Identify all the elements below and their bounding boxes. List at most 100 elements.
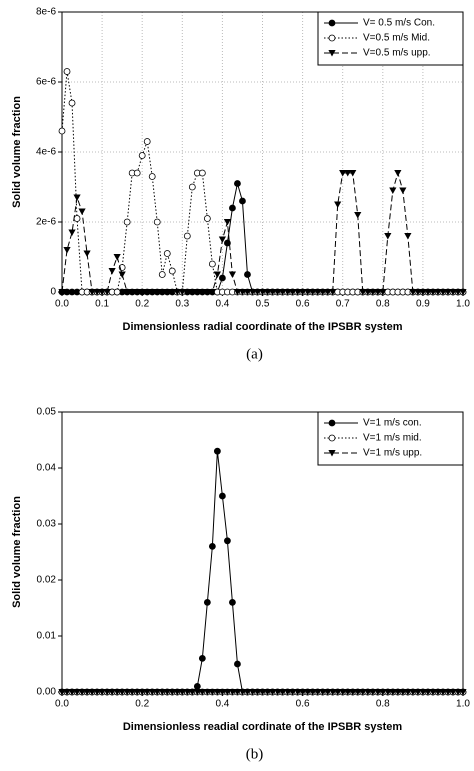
- marker: [268, 689, 277, 696]
- marker: [113, 288, 121, 296]
- marker: [293, 689, 302, 696]
- marker: [324, 289, 332, 296]
- y-tick-label: 0: [50, 287, 56, 298]
- x-tick-label: 0.8: [376, 299, 390, 310]
- marker: [188, 289, 196, 296]
- marker: [359, 689, 367, 696]
- legend-label: V=1 m/s upp.: [363, 448, 422, 459]
- marker: [263, 289, 272, 296]
- marker: [424, 289, 432, 296]
- legend-marker: [328, 19, 336, 27]
- x-tick-label: 1.0: [456, 299, 470, 310]
- marker: [73, 215, 81, 222]
- marker: [218, 689, 226, 696]
- y-tick-label: 0.04: [37, 463, 57, 474]
- marker: [183, 232, 191, 240]
- marker: [208, 689, 216, 696]
- marker: [223, 689, 232, 696]
- marker: [183, 289, 191, 296]
- marker: [459, 689, 467, 696]
- marker: [394, 689, 402, 696]
- marker: [384, 689, 392, 696]
- legend-marker: [328, 450, 336, 457]
- marker: [98, 689, 106, 696]
- marker: [233, 289, 242, 296]
- x-tick-label: 0.8: [376, 699, 390, 710]
- chart: 0 2e-6 4e-6 6e-6 8e-6 0.0 0.1 0.2 0.3 0.4 0.5 0.6 0.…: [11, 7, 470, 363]
- marker: [439, 689, 447, 696]
- marker: [58, 127, 66, 135]
- marker: [244, 271, 251, 278]
- marker: [153, 218, 161, 226]
- marker: [248, 289, 257, 296]
- x-axis-title: Dimensionless readial cordinate of the I…: [123, 721, 403, 733]
- marker: [329, 289, 337, 296]
- marker: [203, 289, 211, 296]
- y-tick-label: 0.03: [37, 519, 57, 530]
- marker: [123, 218, 131, 226]
- marker: [434, 689, 442, 696]
- marker: [68, 689, 76, 696]
- marker: [123, 689, 131, 696]
- marker: [228, 689, 237, 696]
- marker: [419, 689, 427, 696]
- marker: [273, 689, 282, 696]
- x-tick-label: 0.4: [215, 699, 229, 710]
- marker: [153, 689, 161, 696]
- marker: [283, 689, 292, 696]
- y-tick-label: 8e-6: [36, 7, 56, 18]
- legend-label: V= 0.5 m/s Con.: [363, 18, 435, 29]
- marker: [339, 170, 347, 177]
- marker: [238, 689, 247, 696]
- marker: [229, 204, 236, 212]
- legend-label: V=1 m/s con.: [363, 418, 422, 429]
- marker: [304, 689, 312, 696]
- marker: [399, 187, 407, 194]
- legend-marker: [328, 419, 336, 427]
- marker: [429, 289, 437, 296]
- marker: [208, 543, 216, 550]
- marker: [434, 289, 442, 296]
- marker: [389, 187, 397, 194]
- marker: [454, 289, 462, 296]
- marker: [223, 219, 232, 226]
- legend-label: V=0.5 m/s Mid.: [363, 33, 430, 44]
- marker: [243, 289, 252, 296]
- marker: [198, 289, 206, 296]
- marker: [83, 689, 91, 696]
- marker: [288, 689, 297, 696]
- marker: [228, 271, 237, 278]
- marker: [138, 689, 146, 696]
- x-tick-label: 1.0: [456, 699, 470, 710]
- y-tick-label: 0.00: [37, 687, 57, 698]
- marker: [258, 689, 267, 696]
- marker: [63, 68, 71, 75]
- y-tick-label: 2e-6: [36, 217, 56, 228]
- marker: [263, 689, 272, 696]
- marker: [198, 169, 206, 177]
- marker: [349, 170, 357, 177]
- marker: [208, 260, 216, 268]
- legend-marker: [328, 34, 336, 42]
- marker: [414, 689, 422, 696]
- marker: [334, 201, 342, 208]
- marker: [78, 208, 86, 215]
- marker: [143, 689, 151, 696]
- marker: [73, 194, 81, 201]
- marker: [319, 689, 327, 696]
- marker: [123, 289, 131, 296]
- x-tick-label: 0.7: [336, 299, 350, 310]
- marker: [188, 689, 196, 696]
- legend-label: V=1 m/s mid.: [363, 433, 422, 444]
- marker: [384, 233, 392, 240]
- legend: V=1 m/s con. V=1 m/s mid. V=1 m/s upp.: [317, 411, 464, 466]
- x-tick-label: 0.2: [135, 699, 149, 710]
- marker: [58, 289, 66, 296]
- marker: [404, 233, 412, 240]
- marker: [354, 212, 362, 219]
- marker: [173, 289, 181, 296]
- marker: [58, 689, 66, 696]
- marker: [103, 689, 111, 696]
